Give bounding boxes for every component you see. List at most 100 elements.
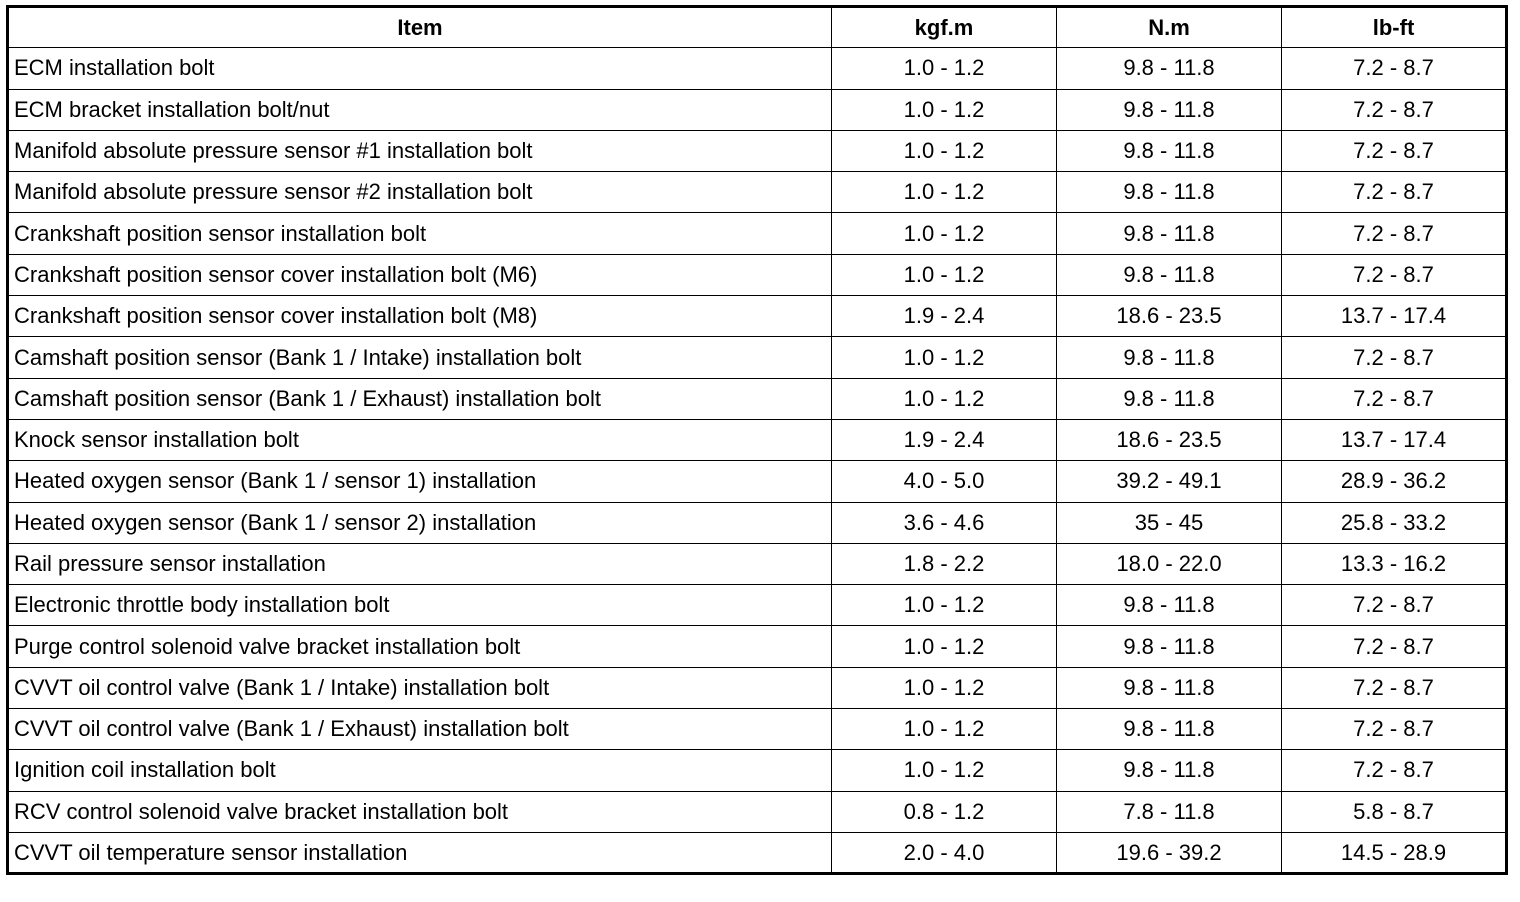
value-cell: 7.2 - 8.7 — [1281, 749, 1507, 792]
table-row: CVVT oil temperature sensor installation… — [7, 831, 1507, 875]
table-row: Knock sensor installation bolt 1.9 - 2.4 1… — [7, 418, 1507, 462]
item-cell: Crankshaft position sensor installation … — [7, 212, 832, 255]
item-cell: ECM installation bolt — [7, 47, 832, 90]
item-cell: Heated oxygen sensor (Bank 1 / sensor 1)… — [7, 460, 832, 503]
item-cell: Ignition coil installation bolt — [7, 749, 832, 792]
item-cell: RCV control solenoid valve bracket insta… — [7, 790, 832, 833]
header-cell: N.m — [1056, 5, 1282, 49]
item-cell: Rail pressure sensor installation — [7, 542, 832, 586]
value-cell: 9.8 - 11.8 — [1056, 666, 1282, 710]
value-cell: 1.0 - 1.2 — [831, 377, 1057, 420]
table-row: Camshaft position sensor (Bank 1 / Intak… — [7, 336, 1507, 379]
value-cell: 1.0 - 1.2 — [831, 584, 1057, 627]
item-cell: CVVT oil temperature sensor installation — [7, 831, 832, 875]
header-cell: Item — [7, 5, 832, 49]
value-cell: 9.8 - 11.8 — [1056, 253, 1282, 297]
table-row: CVVT oil control valve (Bank 1 / Exhaust… — [7, 708, 1507, 751]
table-row: Crankshaft position sensor cover install… — [7, 253, 1507, 297]
item-cell: ECM bracket installation bolt/nut — [7, 88, 832, 131]
item-cell: Camshaft position sensor (Bank 1 / Exhau… — [7, 377, 832, 420]
value-cell: 9.8 - 11.8 — [1056, 88, 1282, 131]
value-cell: 4.0 - 5.0 — [831, 460, 1057, 503]
value-cell: 7.2 - 8.7 — [1281, 253, 1507, 297]
value-cell: 18.6 - 23.5 — [1056, 295, 1282, 338]
value-cell: 7.2 - 8.7 — [1281, 88, 1507, 131]
item-cell: CVVT oil control valve (Bank 1 / Intake)… — [7, 666, 832, 710]
value-cell: 7.8 - 11.8 — [1056, 790, 1282, 833]
value-cell: 9.8 - 11.8 — [1056, 584, 1282, 627]
table-wrap: Item kgf.m N.m lb-ft ECM installation bolt 1… — [6, 5, 1508, 876]
header-cell: kgf.m — [831, 5, 1057, 49]
torque-table: Item kgf.m N.m lb-ft ECM installation bolt 1… — [6, 5, 1508, 876]
value-cell: 1.0 - 1.2 — [831, 749, 1057, 792]
value-cell: 1.9 - 2.4 — [831, 418, 1057, 462]
value-cell: 1.0 - 1.2 — [831, 336, 1057, 379]
value-cell: 1.0 - 1.2 — [831, 708, 1057, 751]
value-cell: 1.0 - 1.2 — [831, 625, 1057, 668]
value-cell: 7.2 - 8.7 — [1281, 708, 1507, 751]
value-cell: 7.2 - 8.7 — [1281, 171, 1507, 214]
value-cell: 9.8 - 11.8 — [1056, 708, 1282, 751]
value-cell: 7.2 - 8.7 — [1281, 666, 1507, 710]
value-cell: 7.2 - 8.7 — [1281, 47, 1507, 90]
item-cell: Manifold absolute pressure sensor #1 ins… — [7, 129, 832, 173]
table-row: Heated oxygen sensor (Bank 1 / sensor 2)… — [7, 501, 1507, 544]
value-cell: 1.0 - 1.2 — [831, 171, 1057, 214]
table-row: ECM installation bolt 1.0 - 1.2 9.8 - 11.8… — [7, 47, 1507, 90]
value-cell: 2.0 - 4.0 — [831, 831, 1057, 875]
header-row: Item kgf.m N.m lb-ft — [7, 5, 1507, 49]
item-cell: Crankshaft position sensor cover install… — [7, 253, 832, 297]
item-cell: Heated oxygen sensor (Bank 1 / sensor 2)… — [7, 501, 832, 544]
value-cell: 7.2 - 8.7 — [1281, 336, 1507, 379]
item-cell: Electronic throttle body installation bo… — [7, 584, 832, 627]
item-cell: Manifold absolute pressure sensor #2 ins… — [7, 171, 832, 214]
table-row: Electronic throttle body installation bo… — [7, 584, 1507, 627]
value-cell: 7.2 - 8.7 — [1281, 129, 1507, 173]
value-cell: 18.6 - 23.5 — [1056, 418, 1282, 462]
table-row: Camshaft position sensor (Bank 1 / Exhau… — [7, 377, 1507, 420]
value-cell: 9.8 - 11.8 — [1056, 377, 1282, 420]
table-row: RCV control solenoid valve bracket insta… — [7, 790, 1507, 833]
item-cell: Purge control solenoid valve bracket ins… — [7, 625, 832, 668]
value-cell: 13.3 - 16.2 — [1281, 542, 1507, 586]
value-cell: 9.8 - 11.8 — [1056, 212, 1282, 255]
table-row: Heated oxygen sensor (Bank 1 / sensor 1)… — [7, 460, 1507, 503]
value-cell: 13.7 - 17.4 — [1281, 418, 1507, 462]
value-cell: 7.2 - 8.7 — [1281, 377, 1507, 420]
value-cell: 39.2 - 49.1 — [1056, 460, 1282, 503]
table-row: Purge control solenoid valve bracket ins… — [7, 625, 1507, 668]
value-cell: 9.8 - 11.8 — [1056, 625, 1282, 668]
value-cell: 9.8 - 11.8 — [1056, 47, 1282, 90]
item-cell: Knock sensor installation bolt — [7, 418, 832, 462]
value-cell: 18.0 - 22.0 — [1056, 542, 1282, 586]
value-cell: 19.6 - 39.2 — [1056, 831, 1282, 875]
value-cell: 28.9 - 36.2 — [1281, 460, 1507, 503]
item-cell: CVVT oil control valve (Bank 1 / Exhaust… — [7, 708, 832, 751]
value-cell: 1.0 - 1.2 — [831, 88, 1057, 131]
table-row: CVVT oil control valve (Bank 1 / Intake)… — [7, 666, 1507, 710]
value-cell: 9.8 - 11.8 — [1056, 749, 1282, 792]
value-cell: 1.0 - 1.2 — [831, 129, 1057, 173]
header-cell: lb-ft — [1281, 5, 1507, 49]
value-cell: 9.8 - 11.8 — [1056, 129, 1282, 173]
value-cell: 7.2 - 8.7 — [1281, 584, 1507, 627]
value-cell: 5.8 - 8.7 — [1281, 790, 1507, 833]
table-row: Manifold absolute pressure sensor #1 ins… — [7, 129, 1507, 173]
value-cell: 1.0 - 1.2 — [831, 47, 1057, 90]
table-row: Crankshaft position sensor cover install… — [7, 295, 1507, 338]
value-cell: 1.0 - 1.2 — [831, 666, 1057, 710]
value-cell: 25.8 - 33.2 — [1281, 501, 1507, 544]
table-row: Manifold absolute pressure sensor #2 ins… — [7, 171, 1507, 214]
value-cell: 1.9 - 2.4 — [831, 295, 1057, 338]
value-cell: 13.7 - 17.4 — [1281, 295, 1507, 338]
table-row: ECM bracket installation bolt/nut 1.0 - 1… — [7, 88, 1507, 131]
value-cell: 14.5 - 28.9 — [1281, 831, 1507, 875]
table-row: Ignition coil installation bolt 1.0 - 1.2… — [7, 749, 1507, 792]
value-cell: 0.8 - 1.2 — [831, 790, 1057, 833]
item-cell: Camshaft position sensor (Bank 1 / Intak… — [7, 336, 832, 379]
table-row: Crankshaft position sensor installation … — [7, 212, 1507, 255]
table-row: Rail pressure sensor installation 1.8 - 2… — [7, 542, 1507, 586]
value-cell: 35 - 45 — [1056, 501, 1282, 544]
value-cell: 1.8 - 2.2 — [831, 542, 1057, 586]
